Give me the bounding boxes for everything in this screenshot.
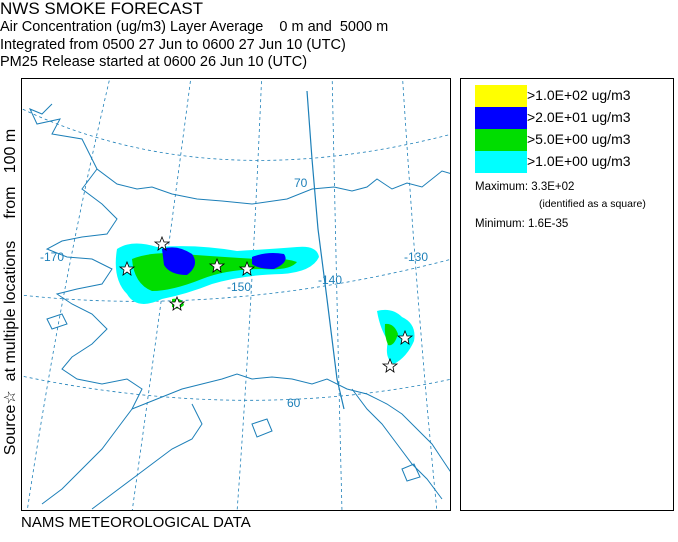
source-3 bbox=[208, 257, 226, 273]
meridian-140 bbox=[331, 79, 343, 510]
minimum-value: Minimum: 1.6E-35 bbox=[475, 218, 569, 230]
source-6 bbox=[396, 329, 414, 345]
meteorological-data-label: NAMS METEOROLOGICAL DATA bbox=[21, 514, 251, 531]
legend-entry: >2.0E+01 ug/m3 bbox=[475, 107, 670, 129]
legend-label: >5.0E+00 ug/m3 bbox=[527, 131, 631, 147]
peninsula-coast bbox=[91, 403, 203, 510]
alaska-coast bbox=[29, 103, 450, 205]
label-lon140: -140 bbox=[318, 273, 342, 287]
island-2 bbox=[251, 418, 273, 438]
source-1 bbox=[153, 235, 171, 251]
meridian-130 bbox=[402, 79, 438, 510]
source-2 bbox=[118, 260, 136, 276]
island-3 bbox=[401, 463, 421, 482]
legend-entry: >1.0E+02 ug/m3 bbox=[475, 85, 670, 107]
parallel-65 bbox=[22, 259, 450, 302]
label-lon170: -170 bbox=[40, 250, 64, 264]
parallel-70 bbox=[22, 108, 450, 161]
legend-swatch bbox=[475, 107, 527, 129]
label-lat70: 70 bbox=[294, 176, 308, 190]
island-1 bbox=[46, 313, 68, 330]
legend-swatch bbox=[475, 151, 527, 173]
legend-label: >2.0E+01 ug/m3 bbox=[527, 109, 631, 125]
concentration-legend: >1.0E+02 ug/m3 >2.0E+01 ug/m3 >5.0E+00 u… bbox=[460, 78, 674, 511]
maximum-note: (identified as a square) bbox=[539, 198, 646, 210]
coastline bbox=[29, 103, 450, 510]
label-lon150: -150 bbox=[227, 280, 251, 294]
legend-swatch bbox=[475, 85, 527, 107]
meridian-170 bbox=[26, 79, 111, 510]
release-info: PM25 Release started at 0600 26 Jun 10 (… bbox=[0, 54, 308, 70]
label-lat60: 60 bbox=[287, 396, 301, 410]
concentration-subtitle: Air Concentration (ug/m3) Layer Average … bbox=[0, 19, 389, 35]
legend-entry: >5.0E+00 ug/m3 bbox=[475, 129, 670, 151]
fire-sources bbox=[118, 235, 414, 373]
meridian-160 bbox=[131, 79, 192, 510]
forecast-title: NWS SMOKE FORECAST bbox=[0, 0, 204, 18]
south-coast bbox=[131, 373, 450, 472]
source-5 bbox=[168, 295, 186, 311]
parallel-60 bbox=[22, 375, 450, 401]
canada-border bbox=[306, 90, 345, 410]
seward-coast bbox=[41, 168, 143, 505]
smoke-plume-east bbox=[377, 309, 415, 364]
source-location-label: Source☆ at multiple locations from 100 m bbox=[2, 128, 19, 456]
label-lon130: -130 bbox=[404, 250, 428, 264]
source-7 bbox=[381, 357, 399, 373]
legend-entry: >1.0E+00 ug/m3 bbox=[475, 151, 670, 173]
legend-swatch bbox=[475, 129, 527, 151]
smoke-plume-interior bbox=[115, 243, 319, 309]
source-4 bbox=[238, 260, 256, 276]
integration-period: Integrated from 0500 27 Jun to 0600 27 J… bbox=[0, 37, 346, 53]
smoke-map: 70 60 -170 -150 -140 -130 bbox=[21, 78, 451, 511]
legend-label: >1.0E+02 ug/m3 bbox=[527, 87, 631, 103]
map-canvas: 70 60 -170 -150 -140 -130 bbox=[22, 79, 450, 510]
legend-label: >1.0E+00 ug/m3 bbox=[527, 153, 631, 169]
panhandle-coast bbox=[351, 388, 443, 500]
maximum-value: Maximum: 3.3E+02 bbox=[475, 181, 575, 193]
graticule bbox=[22, 79, 450, 510]
